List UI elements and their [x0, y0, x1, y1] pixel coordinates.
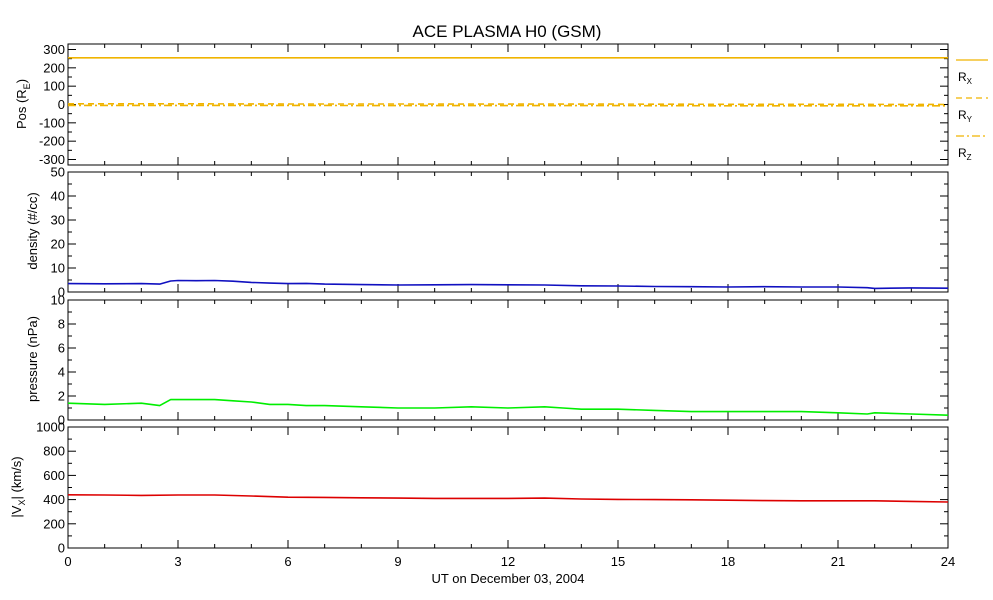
- x-tick-label: 18: [721, 554, 735, 569]
- vx-ylabel-sub: X: [17, 500, 27, 506]
- x-tick-label: 0: [64, 554, 71, 569]
- pos-ylabel-main: Pos (R: [14, 89, 29, 129]
- x-tick-label: 21: [831, 554, 845, 569]
- vx-ylabel-start: |V: [9, 505, 24, 517]
- density-ytick-label: 0: [58, 285, 65, 300]
- density-series-density: [67, 279, 949, 290]
- x-tick-label: 6: [284, 554, 291, 569]
- legend-rx-label: RX: [958, 70, 973, 86]
- chart-title: ACE PLASMA H0 (GSM): [413, 22, 602, 41]
- pos-ytick-label: 300: [43, 42, 65, 57]
- vx-ytick-label: 400: [43, 492, 65, 507]
- vx-frame: [67, 426, 949, 549]
- pos-ytick-label: -300: [39, 152, 65, 167]
- x-tick-label: 24: [941, 554, 955, 569]
- density-ytick-label: 20: [51, 237, 65, 252]
- pressure-ytick-label: 4: [58, 365, 65, 380]
- vx-ylabel-end: | (km/s): [9, 456, 24, 499]
- legend-ry-label: RY: [958, 108, 973, 124]
- density-ytick-label: 10: [51, 261, 65, 276]
- pressure-series-pressure: [67, 398, 949, 416]
- x-tick-label: 12: [501, 554, 515, 569]
- vx-ytick-label: 1000: [36, 420, 65, 435]
- pressure-ytick-label: 2: [58, 389, 65, 404]
- x-tick-label: 15: [611, 554, 625, 569]
- vx-ylabel: |VX| (km/s): [9, 456, 27, 517]
- pressure-ytick-label: 8: [58, 317, 65, 332]
- density-ytick-label: 30: [51, 213, 65, 228]
- panels: 3002001000-100-200-300504030201001086420…: [36, 42, 955, 569]
- x-tick-label: 3: [174, 554, 181, 569]
- pressure-frame: [67, 299, 949, 421]
- pressure-ytick-label: 0: [58, 413, 65, 428]
- density-frame: [67, 171, 949, 293]
- vx-series-vx: [67, 493, 949, 503]
- pos-ylabel-end: ): [14, 79, 29, 83]
- density-ytick-label: 50: [51, 165, 65, 180]
- vx-ytick-label: 0: [58, 541, 65, 556]
- legend-rz-label: RZ: [958, 146, 972, 162]
- pos-ytick-label: 200: [43, 60, 65, 75]
- vx-ytick-label: 600: [43, 468, 65, 483]
- pos-ytick-label: 100: [43, 79, 65, 94]
- pressure-ylabel: pressure (nPa): [25, 316, 40, 402]
- vx-ytick-label: 800: [43, 444, 65, 459]
- pos-legend: RX RY RZ: [956, 59, 988, 162]
- x-tick-label: 9: [394, 554, 401, 569]
- x-axis-label: UT on December 03, 2004: [432, 571, 585, 586]
- pos-ytick-label: -100: [39, 115, 65, 130]
- pos-series-RY: [68, 103, 949, 106]
- pos-ytick-label: -200: [39, 134, 65, 149]
- pressure-ytick-label: 10: [51, 293, 65, 308]
- pressure-ytick-label: 6: [58, 341, 65, 356]
- density-ytick-label: 40: [51, 189, 65, 204]
- vx-ytick-label: 200: [43, 516, 65, 531]
- pos-ylabel: Pos (RE): [14, 79, 32, 129]
- pos-ylabel-sub: E: [22, 83, 32, 89]
- pos-ytick-label: 0: [58, 97, 65, 112]
- density-ylabel: density (#/cc): [25, 192, 40, 269]
